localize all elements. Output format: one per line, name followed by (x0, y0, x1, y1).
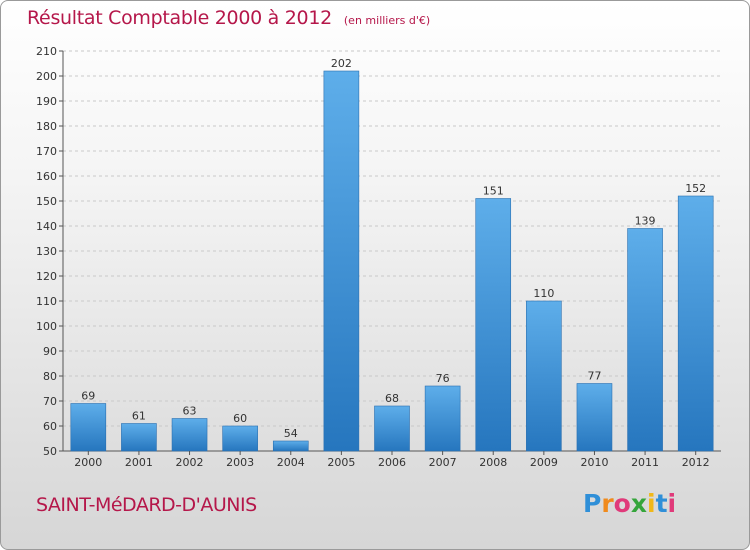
x-tick-label: 2009 (530, 456, 558, 469)
x-tick-label: 2011 (631, 456, 659, 469)
data-label-2006: 68 (385, 392, 399, 405)
y-tick-label: 90 (43, 345, 57, 358)
data-label-2005: 202 (331, 57, 352, 70)
data-label-2010: 77 (587, 370, 601, 383)
y-tick-label: 80 (43, 370, 57, 383)
y-tick-label: 190 (36, 95, 57, 108)
data-label-2003: 60 (233, 412, 247, 425)
x-tick-label: 2008 (479, 456, 507, 469)
bar-2007 (424, 385, 461, 452)
y-tick-label: 150 (36, 195, 57, 208)
y-tick-label: 120 (36, 270, 57, 283)
logo-letter: i (667, 489, 677, 518)
data-label-2012: 152 (685, 182, 706, 195)
x-tick-label: 2003 (226, 456, 254, 469)
y-tick-label: 140 (36, 220, 57, 233)
y-tick-label: 210 (36, 45, 57, 58)
y-tick-label: 110 (36, 295, 57, 308)
bar-2003 (222, 425, 258, 452)
y-tick-label: 130 (36, 245, 57, 258)
x-tick-label: 2005 (327, 456, 355, 469)
y-tick-label: 70 (43, 395, 57, 408)
data-label-2008: 151 (483, 185, 504, 198)
y-tick-label: 170 (36, 145, 57, 158)
bar-2000 (70, 403, 107, 452)
logo-letter: r (601, 489, 614, 518)
bar-2009 (526, 300, 562, 452)
x-tick-label: 2002 (176, 456, 204, 469)
logo-letter: i (647, 489, 656, 518)
y-tick-label: 200 (36, 70, 57, 83)
bar-2012 (677, 195, 714, 452)
chart-subtitle: (en milliers d'€) (343, 14, 431, 27)
logo-letter: x (630, 489, 647, 518)
y-tick-label: 60 (43, 420, 57, 433)
data-label-2004: 54 (284, 427, 298, 440)
data-label-2011: 139 (635, 215, 656, 228)
data-label-2007: 76 (436, 372, 450, 385)
x-tick-label: 2012 (682, 456, 710, 469)
y-tick-label: 160 (36, 170, 57, 183)
data-label-2009: 110 (533, 287, 554, 300)
commune-name: SAINT-MéDARD-D'AUNIS (36, 494, 257, 516)
bar-2008 (475, 198, 512, 452)
proxiti-logo: Proxiti (583, 489, 676, 518)
bar-2005 (323, 70, 360, 452)
data-label-2000: 69 (81, 390, 95, 403)
bar-2010 (576, 383, 613, 452)
data-label-2001: 61 (132, 410, 146, 423)
x-tick-label: 2010 (580, 456, 608, 469)
bar-2002 (171, 418, 208, 452)
y-tick-label: 100 (36, 320, 57, 333)
logo-letter: t (655, 489, 668, 518)
logo-letter: o (613, 489, 631, 518)
chart-title-block: Résultat Comptable 2000 à 2012 (en milli… (27, 7, 430, 29)
x-tick-label: 2000 (74, 456, 102, 469)
logo-letter: P (583, 489, 602, 518)
x-tick-label: 2001 (125, 456, 153, 469)
x-tick-label: 2006 (378, 456, 406, 469)
bar-2001 (121, 423, 157, 452)
y-tick-label: 180 (36, 120, 57, 133)
x-tick-label: 2007 (429, 456, 457, 469)
chart-title: Résultat Comptable 2000 à 2012 (27, 7, 332, 29)
y-tick-label: 50 (43, 445, 57, 458)
bar-2004 (272, 440, 309, 452)
bar-2011 (627, 228, 663, 452)
x-tick-label: 2004 (277, 456, 305, 469)
bar-2006 (374, 405, 410, 452)
data-label-2002: 63 (183, 405, 197, 418)
